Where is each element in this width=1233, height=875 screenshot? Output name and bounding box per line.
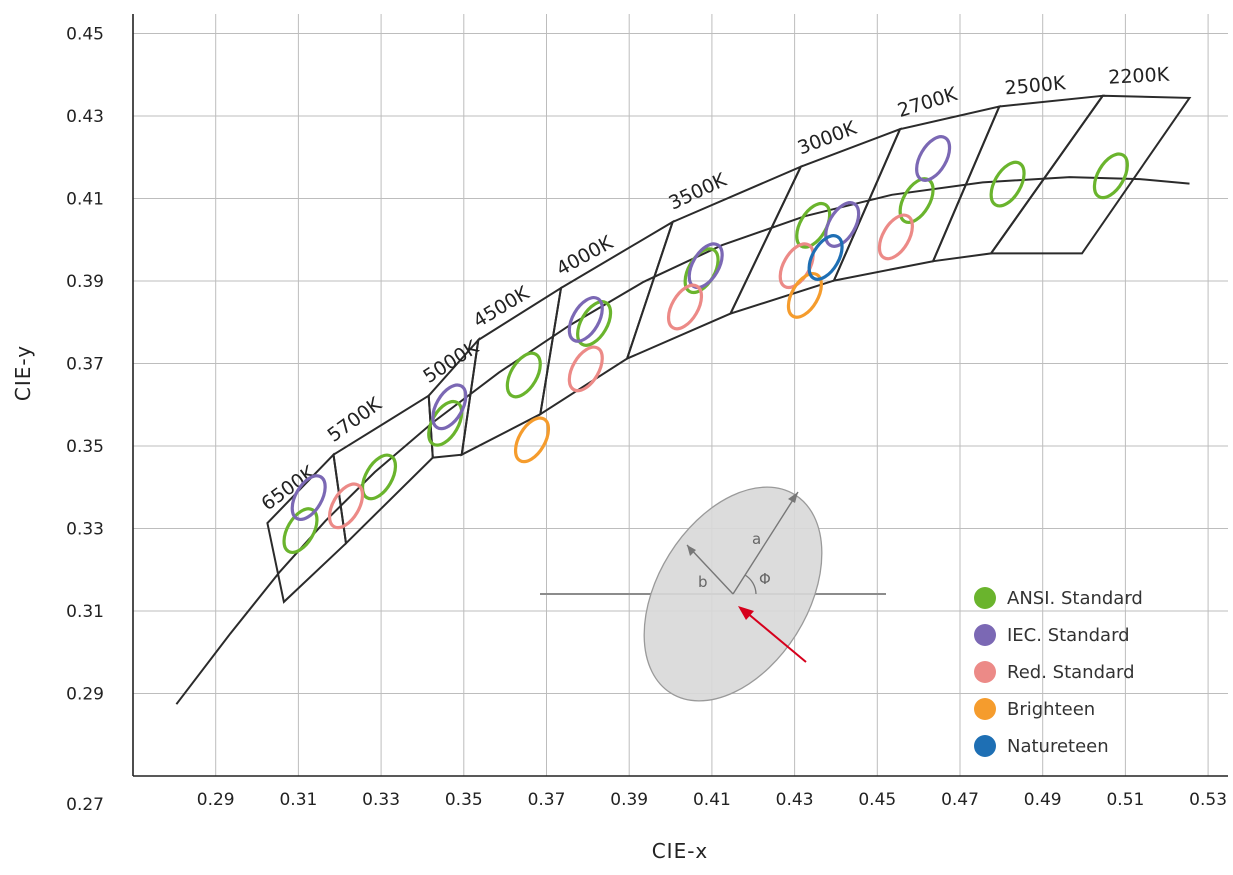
y-tick-label: 0.33	[66, 520, 104, 540]
phi-angle-arc	[744, 574, 757, 595]
legend-marker	[974, 735, 996, 757]
tolerance-ellipse	[327, 482, 365, 530]
x-tick-label: 0.47	[941, 790, 979, 810]
tolerance-ellipse	[282, 507, 319, 554]
y-tick-label: 0.37	[66, 355, 104, 375]
legend-marker	[974, 661, 996, 683]
tolerance-ellipse	[824, 201, 861, 248]
cct-quadrangle	[832, 105, 1001, 282]
pointer-arrow-shaft	[745, 611, 807, 663]
y-tick-label: 0.35	[66, 437, 104, 457]
diagram-label-a: a	[752, 530, 761, 548]
x-tick-label: 0.41	[693, 790, 731, 810]
x-tick-label: 0.37	[528, 790, 566, 810]
y-tick-labels: 0.45 0.43 0.41 0.39 0.37 0.35 0.33 0.31 0.29 0.27	[66, 25, 104, 816]
y-tick-label: 0.41	[66, 190, 104, 210]
cct-quadrangle	[728, 127, 902, 316]
tolerance-ellipse	[989, 160, 1026, 208]
tolerance-ellipse	[666, 283, 704, 331]
legend-label: IEC. Standard	[1007, 625, 1130, 646]
legend-label: ANSI. Standard	[1007, 588, 1143, 609]
legend-label: Brighteen	[1007, 699, 1095, 720]
x-axis-title: CIE-x	[652, 839, 709, 863]
tolerance-ellipse	[290, 474, 327, 521]
tolerance-ellipse	[807, 234, 844, 281]
ellipse-parameter-diagram: a b Φ	[540, 486, 886, 702]
x-tick-label: 0.33	[362, 790, 400, 810]
x-tick-label: 0.43	[776, 790, 814, 810]
x-tick-label: 0.49	[1024, 790, 1062, 810]
y-tick-label: 0.43	[66, 107, 104, 127]
tolerance-ellipse	[513, 416, 551, 464]
major-axis-arrowhead	[788, 492, 798, 503]
diagram-minor-axis	[686, 544, 734, 595]
cct-labels: 6500K5700K5000K4500K4000K3500K3000K2700K…	[257, 64, 1170, 516]
y-tick-label: 0.27	[66, 795, 104, 815]
cct-label: 3000K	[795, 117, 860, 160]
y-tick-label: 0.29	[66, 685, 104, 705]
tolerance-ellipse	[877, 213, 914, 261]
tolerance-ellipses	[282, 135, 1129, 554]
cct-label: 2500K	[1004, 72, 1067, 99]
tolerance-ellipse	[431, 383, 468, 431]
legend: ANSI. Standard IEC. Standard Red. Standard…	[974, 587, 1143, 757]
x-tick-label: 0.35	[445, 790, 483, 810]
cct-label: 3500K	[665, 169, 730, 215]
legend-marker	[974, 587, 996, 609]
y-tick-label: 0.45	[66, 25, 104, 45]
y-axis-title: CIE-y	[11, 345, 35, 401]
pointer-arrowhead	[738, 606, 754, 620]
x-tick-label: 0.51	[1106, 790, 1144, 810]
tolerance-ellipse	[1092, 152, 1129, 200]
diagram-label-phi: Φ	[759, 570, 771, 588]
x-tick-labels: 0.29 0.31 0.33 0.35 0.37 0.39 0.41 0.43 0.45 0.47…	[197, 790, 1227, 810]
x-tick-label: 0.45	[858, 790, 896, 810]
tolerance-ellipse	[360, 453, 398, 501]
cct-quadrangles	[266, 94, 1192, 604]
axes	[132, 14, 1228, 777]
legend-label: Natureteen	[1007, 736, 1109, 757]
tolerance-ellipse	[898, 177, 935, 224]
tolerance-ellipse	[576, 300, 613, 347]
legend-marker	[974, 698, 996, 720]
tolerance-ellipse	[567, 345, 604, 393]
cct-label: 6500K	[257, 461, 320, 515]
diagram-label-b: b	[698, 573, 708, 591]
x-tick-label: 0.29	[197, 790, 235, 810]
cct-label: 2200K	[1108, 64, 1170, 89]
legend-label: Red. Standard	[1007, 662, 1135, 683]
y-tick-label: 0.39	[66, 272, 104, 292]
diagram-major-axis	[732, 491, 799, 595]
cct-label: 5700K	[324, 393, 387, 447]
cct-quadrangle	[931, 94, 1105, 263]
tolerance-ellipse	[505, 351, 542, 399]
legend-marker	[974, 624, 996, 646]
tolerance-ellipse	[567, 296, 604, 343]
grid-lines	[133, 14, 1228, 776]
minor-axis-arrowhead	[687, 545, 696, 556]
x-tick-label: 0.39	[610, 790, 648, 810]
tolerance-ellipse	[915, 135, 952, 182]
x-tick-label: 0.31	[279, 790, 317, 810]
cct-quadrangle	[989, 94, 1192, 255]
tolerance-ellipse	[786, 272, 823, 319]
x-tick-label: 0.53	[1189, 790, 1227, 810]
y-tick-label: 0.31	[66, 602, 104, 622]
